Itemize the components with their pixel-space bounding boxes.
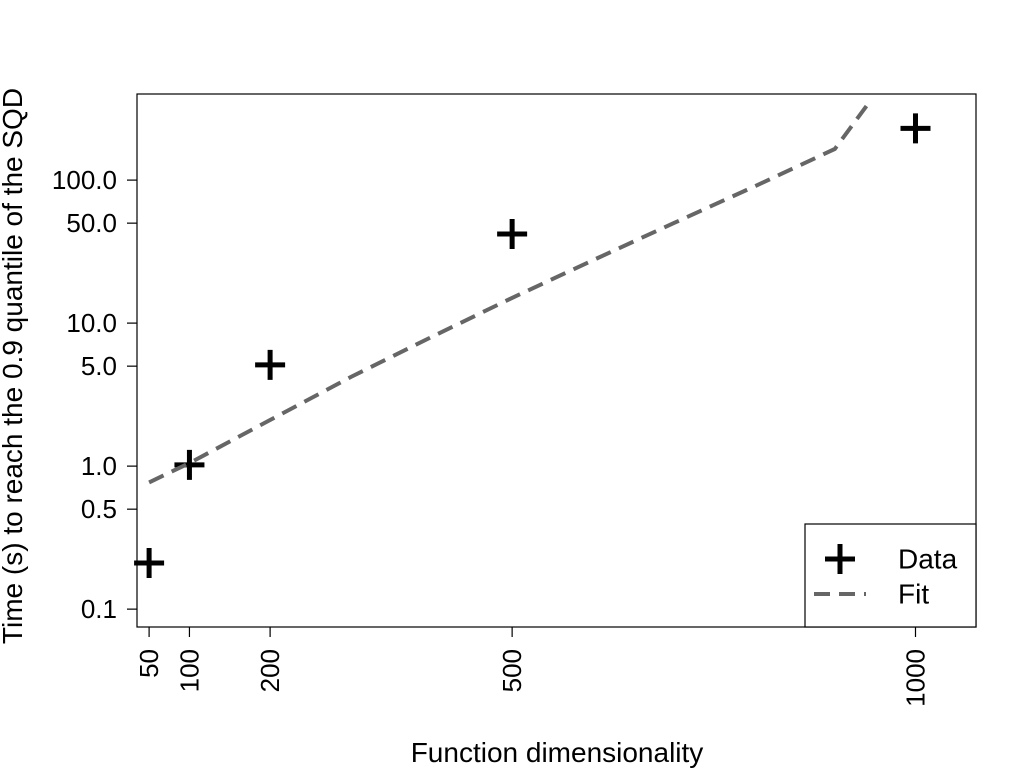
y-tick-label: 0.5: [81, 494, 117, 524]
y-axis-title: Time (s) to reach the 0.9 quantile of th…: [0, 88, 28, 644]
x-tick-label: 500: [497, 649, 527, 692]
y-axis: 0.1 0.5 1.0 5.0 10.0 50.0 100.0: [52, 165, 137, 624]
plot-area: [134, 93, 977, 628]
data-point: [497, 218, 528, 249]
y-tick-label: 5.0: [81, 351, 117, 381]
y-tick-label: 50.0: [66, 208, 117, 238]
legend-label: Fit: [898, 579, 929, 610]
y-tick-label: 0.1: [81, 594, 117, 624]
data-point: [255, 349, 286, 380]
fit-line: [148, 102, 870, 485]
x-tick-label: 100: [174, 649, 204, 692]
legend-box: [804, 523, 977, 628]
data-point: [134, 548, 165, 579]
legend-data-swatch: [825, 544, 855, 574]
x-axis: 50 100 200 500 1000: [134, 627, 930, 707]
legend: Data Fit: [804, 523, 977, 628]
x-tick-label: 200: [255, 649, 285, 692]
y-tick-label: 10.0: [66, 308, 117, 338]
data-point: [900, 113, 931, 144]
plot-frame: [136, 93, 977, 628]
legend-label: Data: [898, 544, 958, 575]
data-point: [174, 449, 205, 480]
x-tick-label: 50: [134, 649, 164, 678]
y-tick-label: 1.0: [81, 451, 117, 481]
x-tick-label: 1000: [900, 649, 930, 707]
y-tick-label: 100.0: [52, 165, 117, 195]
x-axis-title: Function dimensionality: [411, 737, 704, 768]
